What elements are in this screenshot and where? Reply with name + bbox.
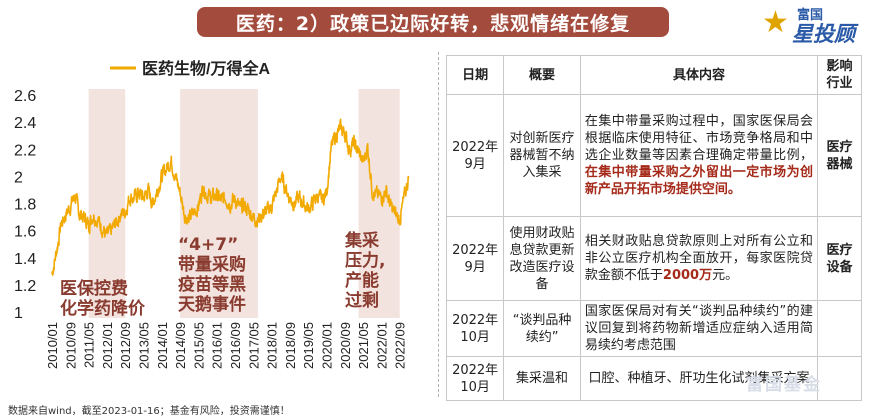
y-tick-label: 1.4	[14, 251, 36, 268]
chart-annotation: 带量采购	[178, 254, 246, 275]
x-tick-label: 2014/09	[173, 322, 188, 369]
shaded-period	[88, 89, 126, 318]
row-summary: 使用财政贴息贷款更新改造医疗设备	[503, 216, 581, 301]
detail-text: 在集中带量采购过程中，国家医保局会根据临床使用特征、市场竞争格局和中选企业数量等…	[584, 114, 814, 163]
x-tick-label: 2020/09	[338, 322, 353, 369]
detail-highlight: 在集中带量采购之外留出一定市场为创新产品开拓市场提供空间。	[584, 165, 814, 197]
x-tick-label: 2017/05	[246, 322, 261, 369]
chart-annotation: 医保控费	[60, 278, 128, 299]
table-header-row: 日期 概要 具体内容 影响行业	[445, 55, 862, 95]
y-tick-label: 1.2	[14, 278, 36, 295]
row-detail: 口腔、种植牙、肝功生化试剂集采方案	[579, 356, 819, 401]
row-date: 2022年9月	[445, 216, 505, 301]
x-tick-label: 2019/05	[301, 322, 316, 369]
chart-annotation: 天鹅事件	[178, 294, 246, 315]
policy-table: 日期 概要 具体内容 影响行业 2022年9月 对创新医疗器械暂不纳入集采 在集…	[445, 55, 862, 401]
y-tick-label: 2.4	[14, 115, 36, 132]
x-tick-label: 2016/09	[228, 322, 243, 369]
x-tick-label: 2022/09	[393, 322, 408, 369]
detail-text: 国家医保局对有关“谈判品种续约”的建议回复到将药物新增适应症纳入适用简易续约考虑…	[584, 304, 814, 353]
x-tick-label: 2018/09	[283, 322, 298, 369]
y-tick-label: 1.6	[14, 224, 36, 241]
chart-annotation: 压力,	[345, 250, 385, 271]
x-tick-label: 2010/01	[45, 322, 60, 369]
section-divider	[438, 52, 440, 397]
y-tick-label: 2.2	[14, 142, 36, 159]
watermark-text: 富国基金	[746, 375, 822, 395]
table-row: 2022年9月 使用财政贴息贷款更新改造医疗设备 相关财政贴息贷款原则上对所有公…	[445, 216, 862, 301]
y-tick-label: 2	[14, 169, 23, 186]
header-detail: 具体内容	[579, 55, 819, 95]
row-date: 2022年10月	[445, 356, 505, 401]
x-tick-label: 2018/01	[265, 322, 280, 369]
y-tick-label: 1.8	[14, 197, 36, 214]
x-tick-label: 2011/05	[82, 322, 97, 368]
x-tick-label: 2012/01	[100, 322, 115, 369]
x-tick-label: 2022/01	[374, 322, 389, 369]
row-industry: 医疗设备	[817, 216, 862, 301]
row-industry	[817, 300, 862, 357]
header-date: 日期	[445, 55, 505, 95]
chart-annotation: 化学药降价	[60, 298, 146, 319]
y-tick-label: 2.6	[14, 88, 36, 105]
legend-label: 医药生物/万得全A	[142, 59, 270, 78]
table-row: 2022年10月 “谈判品种续约” 国家医保局对有关“谈判品种续约”的建议回复到…	[445, 300, 862, 357]
page-title-banner: 医药：2）政策已边际好转，悲观情绪在修复	[197, 7, 669, 37]
row-summary: 集采温和	[503, 356, 581, 401]
row-date: 2022年9月	[445, 94, 505, 217]
brand-main-text: 星投顾	[792, 22, 855, 46]
table-row: 2022年10月 集采温和 口腔、种植牙、肝功生化试剂集采方案	[445, 356, 862, 401]
row-detail: 相关财政贴息贷款原则上对所有公立和非公立医疗机构全面放开，每家医院贷款金额不低于…	[579, 216, 819, 301]
chart-annotation: “4+7”	[178, 235, 238, 255]
x-tick-label: 2015/05	[191, 322, 206, 369]
chart-annotation: 过剩	[345, 290, 379, 311]
chart-annotation: 产能	[345, 270, 379, 291]
brand-top-text: 富国	[797, 8, 824, 23]
brand-logo: ★ 富国 星投顾	[762, 2, 870, 47]
detail-highlight: 2000万	[662, 268, 713, 283]
row-summary: “谈判品种续约”	[503, 300, 581, 357]
ratio-line-chart: 2.6 2.4 2.2 2 1.8 1.6 1.4 1.2 1 2010/01 2010/09 201…	[14, 59, 410, 369]
x-tick-label: 2020/01	[320, 322, 335, 369]
star-icon: ★	[762, 5, 789, 40]
chart-annotation: 集采	[344, 230, 379, 251]
row-industry: 医疗器械	[817, 94, 862, 217]
row-summary: 对创新医疗器械暂不纳入集采	[503, 94, 581, 217]
page-title: 医药：2）政策已边际好转，悲观情绪在修复	[235, 12, 631, 35]
y-tick-label: 1	[14, 305, 23, 322]
x-tick-label: 2021/05	[356, 322, 371, 369]
row-detail: 国家医保局对有关“谈判品种续约”的建议回复到将药物新增适应症纳入适用简易续约考虑…	[579, 300, 819, 357]
series-line	[51, 118, 410, 276]
x-tick-label: 2013/05	[137, 322, 152, 369]
x-tick-label: 2016/01	[210, 322, 225, 369]
chart-annotation: 疫苗等黑	[178, 274, 246, 295]
x-tick-label: 2012/09	[118, 322, 133, 369]
header-summary: 概要	[503, 55, 581, 95]
source-note: 数据来自wind，截至2023-01-16；基金有风险，投资需谨慎！	[8, 406, 290, 417]
table-row: 2022年9月 对创新医疗器械暂不纳入集采 在集中带量采购过程中，国家医保局会根…	[445, 94, 862, 217]
shaded-period	[358, 89, 400, 318]
detail-tail: 元。	[712, 268, 739, 283]
row-detail: 在集中带量采购过程中，国家医保局会根据临床使用特征、市场竞争格局和中选企业数量等…	[579, 94, 819, 217]
x-tick-label: 2010/09	[63, 322, 78, 369]
detail-text: 相关财政贴息贷款原则上对所有公立和非公立医疗机构全面放开，每家医院贷款金额不低于	[584, 234, 814, 283]
row-date: 2022年10月	[445, 300, 505, 357]
header-industry: 影响行业	[817, 55, 862, 95]
detail-text: 口腔、种植牙、肝功生化试剂集采方案	[588, 371, 810, 386]
x-tick-label: 2014/01	[155, 322, 170, 369]
row-industry	[817, 356, 862, 401]
